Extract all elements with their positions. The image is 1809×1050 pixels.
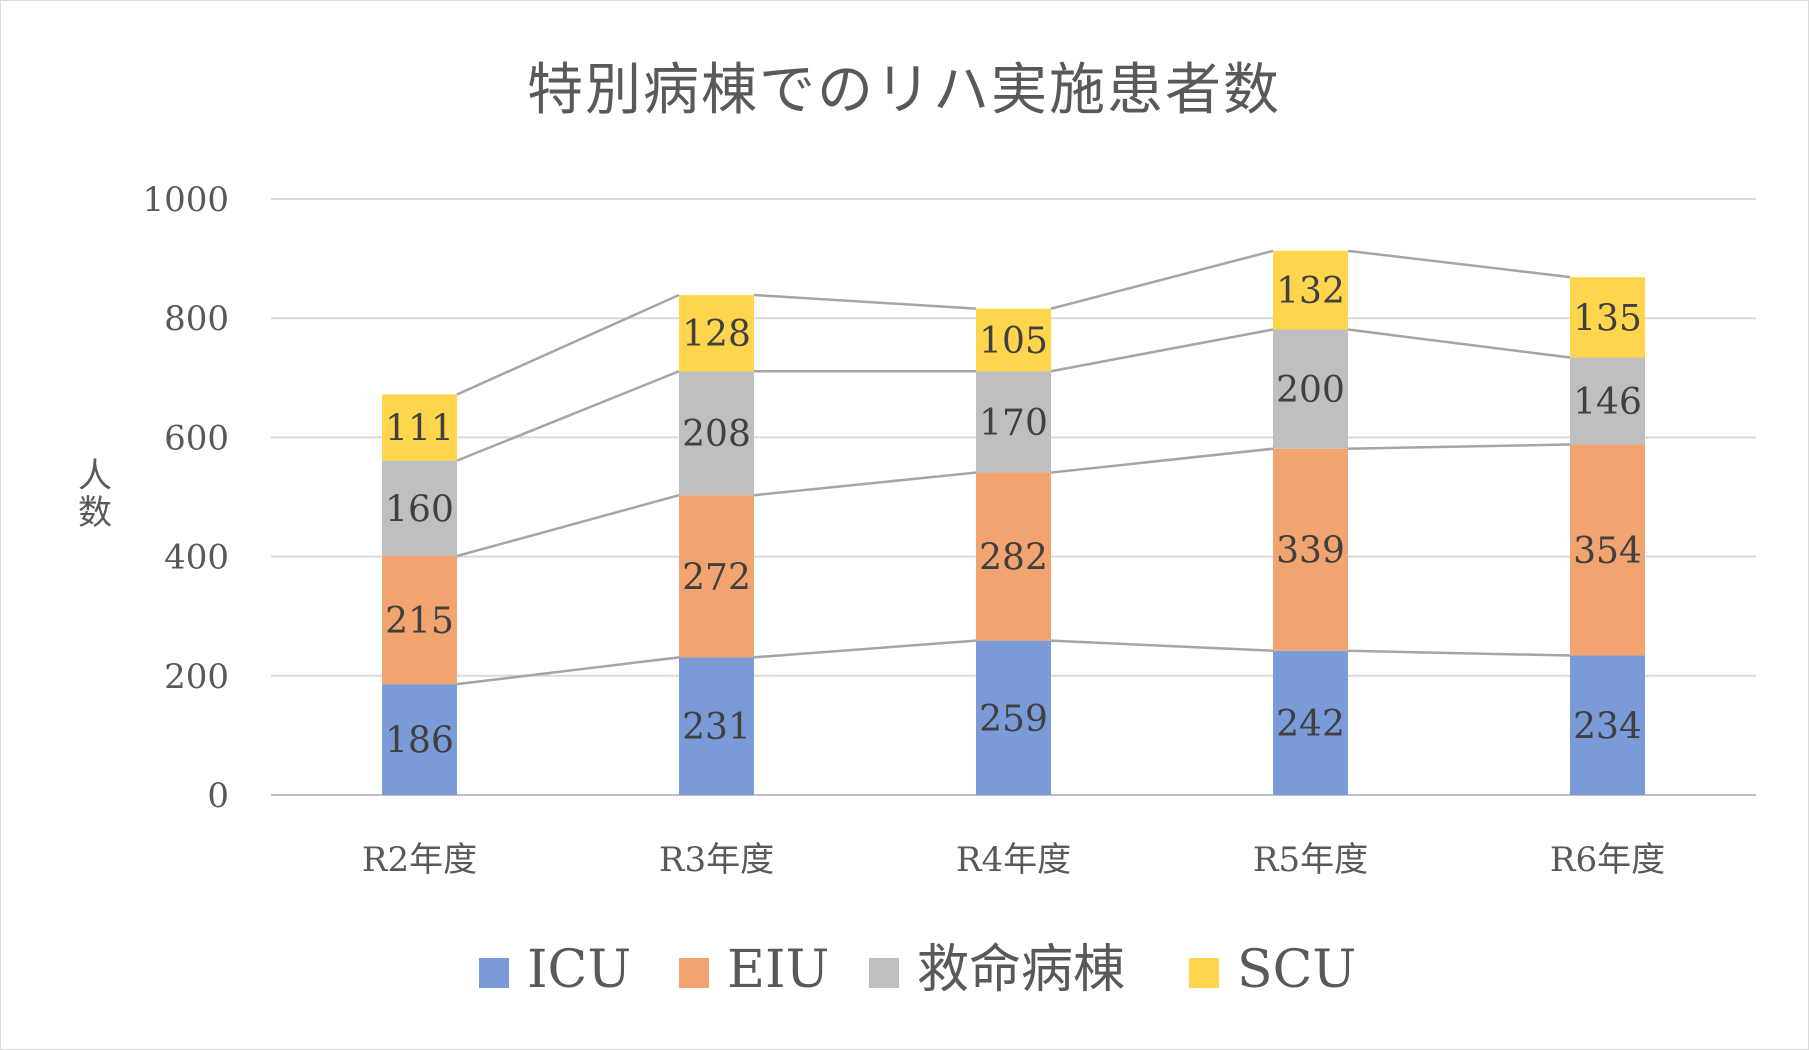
bar-segment: [1570, 357, 1645, 445]
data-label: 234: [1573, 706, 1642, 747]
y-tick-label: 800: [164, 299, 229, 339]
legend-label: 救命病棟: [917, 940, 1125, 1000]
legend-swatch: [679, 958, 709, 988]
legend-swatch: [479, 958, 509, 988]
data-label: 132: [1276, 271, 1345, 312]
bar-segment: [1570, 444, 1645, 656]
bar-segment: [382, 394, 457, 461]
series-line: [1347, 328, 1571, 359]
data-label: 135: [1573, 298, 1642, 339]
bar-segment: [679, 495, 754, 658]
legend-label: EIU: [727, 940, 829, 1000]
data-label: 128: [682, 314, 751, 355]
data-label: 170: [979, 403, 1048, 444]
data-label: 111: [385, 409, 454, 450]
x-category-label: R4年度: [956, 840, 1071, 880]
y-axis-label-char: 数: [78, 493, 112, 533]
y-tick-label: 0: [207, 776, 229, 816]
bar-segment: [976, 308, 1051, 372]
bars: [382, 250, 1645, 795]
legend-label: SCU: [1237, 940, 1356, 1000]
y-axis-label-char: 人: [78, 456, 112, 496]
series-line: [1347, 249, 1571, 279]
x-category-label: R3年度: [659, 840, 774, 880]
y-axis-label: 人数: [78, 456, 112, 533]
y-axis-ticks: 0 200 400 600 800 1000: [142, 180, 229, 816]
series-line: [753, 639, 977, 659]
bar-segment: [1273, 448, 1348, 651]
legend: ICU EIU 救命病棟 SCU: [479, 940, 1356, 1000]
series-line: [456, 494, 680, 558]
bar-segment: [976, 472, 1051, 641]
series-line: [1347, 649, 1571, 657]
x-category-label: R2年度: [362, 840, 477, 880]
series-line: [753, 293, 977, 310]
legend-swatch: [1189, 958, 1219, 988]
bar-segment: [1273, 250, 1348, 330]
series-lines: [456, 249, 1571, 686]
series-line: [1347, 443, 1571, 450]
x-category-label: R6年度: [1550, 840, 1665, 880]
bar-segment: [679, 294, 754, 372]
series-line: [1050, 639, 1274, 653]
bar-segment: [679, 371, 754, 496]
series-line: [753, 471, 977, 497]
series-line: [456, 656, 680, 686]
data-label: 242: [1276, 704, 1345, 745]
data-label: 231: [682, 707, 751, 748]
data-label: 160: [385, 489, 454, 530]
bar-segment: [1570, 655, 1645, 795]
series-line: [1050, 447, 1274, 474]
data-label: 186: [385, 721, 454, 762]
data-label: 215: [385, 601, 454, 642]
series-line: [1050, 249, 1274, 310]
data-label: 282: [979, 538, 1048, 579]
data-label: 339: [1276, 531, 1345, 572]
data-labels: 186 215 160 111 231 272 208 128 259 282 170 105 242 3…: [385, 271, 1642, 761]
bar-segment: [1273, 650, 1348, 795]
y-tick-label: 1000: [142, 180, 229, 220]
bar-segment: [1570, 277, 1645, 358]
bar-segment: [382, 460, 457, 557]
bar-segment: [382, 684, 457, 795]
data-label: 259: [979, 699, 1048, 740]
bar-segment: [382, 556, 457, 685]
data-label: 208: [682, 414, 751, 455]
bar-segment: [1273, 329, 1348, 449]
data-label: 146: [1573, 382, 1642, 423]
bar-segment: [679, 657, 754, 795]
data-label: 200: [1276, 370, 1345, 411]
data-label: 354: [1573, 531, 1642, 572]
bar-segment: [976, 371, 1051, 473]
series-line: [456, 370, 680, 462]
x-axis-categories: R2年度 R3年度 R4年度 R5年度 R6年度: [362, 840, 1665, 880]
y-tick-label: 400: [164, 538, 229, 578]
bar-segment: [976, 640, 1051, 795]
data-label: 105: [979, 321, 1048, 362]
x-category-label: R5年度: [1253, 840, 1368, 880]
legend-label: ICU: [527, 940, 631, 1000]
series-line: [1050, 328, 1274, 373]
chart-title: 特別病棟でのリハ実施患者数: [527, 58, 1281, 123]
y-tick-label: 600: [164, 418, 229, 458]
legend-swatch: [869, 958, 899, 988]
series-line: [456, 293, 680, 396]
data-label: 272: [682, 557, 751, 598]
y-tick-label: 200: [164, 657, 229, 697]
